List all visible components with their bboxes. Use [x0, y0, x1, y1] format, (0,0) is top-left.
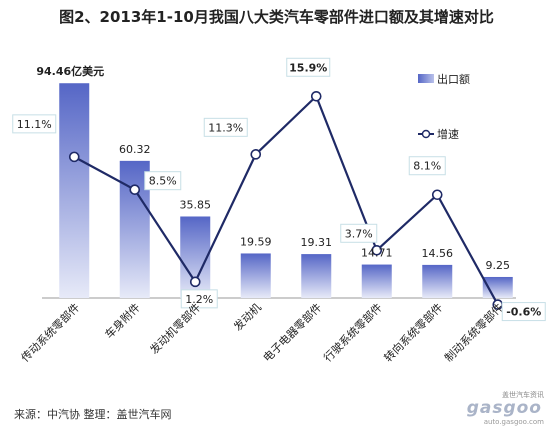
category-label-1: 车身附件 [102, 300, 143, 341]
rate-label-box-1 [144, 171, 182, 191]
category-label-5: 行驶系统零部件 [321, 300, 385, 364]
rate-label-0: 11.1% [17, 118, 52, 131]
rate-point-6 [431, 189, 443, 201]
bar-value-label-2: 35.85 [180, 198, 212, 211]
bar-value-label-1: 60.32 [119, 143, 151, 156]
rate-label-4: 15.9% [289, 61, 327, 74]
watermark-logo: gasgoo [466, 398, 542, 418]
chart-title: 图2、2013年1-10月我国八大类汽车零部件进口额及其增速对比 [59, 8, 494, 26]
bar-value-label-5: 14.71 [361, 247, 393, 260]
bar-value-label-7: 9.25 [486, 259, 511, 272]
rate-point-3 [250, 149, 262, 160]
rate-label-box-5 [340, 223, 378, 243]
category-label-3: 发动机 [231, 300, 264, 333]
rate-label-box-0 [12, 114, 57, 134]
source-note: 来源：中汽协 整理：盖世汽车网 [14, 408, 172, 421]
bar-5 [361, 264, 392, 298]
rate-label-6: 8.1% [413, 160, 441, 173]
rate-label-box-6 [408, 156, 446, 176]
category-label-7: 制动系统零部件 [442, 300, 506, 364]
category-label-4: 电子电器零部件 [260, 300, 324, 364]
rate-point-4 [310, 90, 322, 102]
watermark-url: auto.gasgoo.com [483, 418, 544, 426]
category-label-2: 发动机零部件 [147, 300, 204, 357]
rate-label-box-3 [203, 117, 248, 137]
rate-label-5: 3.7% [345, 227, 373, 240]
watermark: 盖世汽车资讯 gasgoo auto.gasgoo.com [462, 388, 548, 428]
bar-value-label-3: 19.59 [240, 235, 272, 248]
legend-swatch-bar [418, 74, 434, 83]
bar-value-label-4: 19.31 [301, 236, 333, 249]
legend-swatch-marker [421, 129, 431, 139]
rate-label-box-2 [180, 289, 218, 309]
legend-label-line: 增速 [437, 127, 459, 141]
rate-line [73, 94, 499, 306]
rate-label-box-7 [501, 302, 546, 322]
bar-value-label-0: 94.46亿美元 [36, 64, 104, 78]
rate-label-7: -0.6% [506, 306, 541, 319]
rate-point-1 [129, 184, 141, 195]
rate-label-3: 11.3% [208, 121, 243, 134]
watermark-top-text: 盖世汽车资讯 [502, 391, 544, 399]
bar-value-label-6: 14.56 [422, 247, 454, 260]
category-label-0: 传动系统零部件 [18, 300, 82, 364]
bar-6 [422, 264, 453, 298]
rate-label-box-4 [286, 57, 331, 77]
category-label-6: 转向系统零部件 [381, 300, 445, 364]
rate-label-2: 1.2% [185, 293, 213, 306]
rate-point-2 [189, 276, 201, 288]
bar-3 [240, 253, 271, 298]
rate-point-5 [371, 244, 383, 256]
bar-0 [59, 83, 90, 299]
rate-label-1: 8.5% [149, 175, 177, 188]
legend-label-bar: 出口额 [437, 72, 470, 86]
rate-point-0 [68, 151, 80, 163]
bar-4 [301, 254, 332, 298]
